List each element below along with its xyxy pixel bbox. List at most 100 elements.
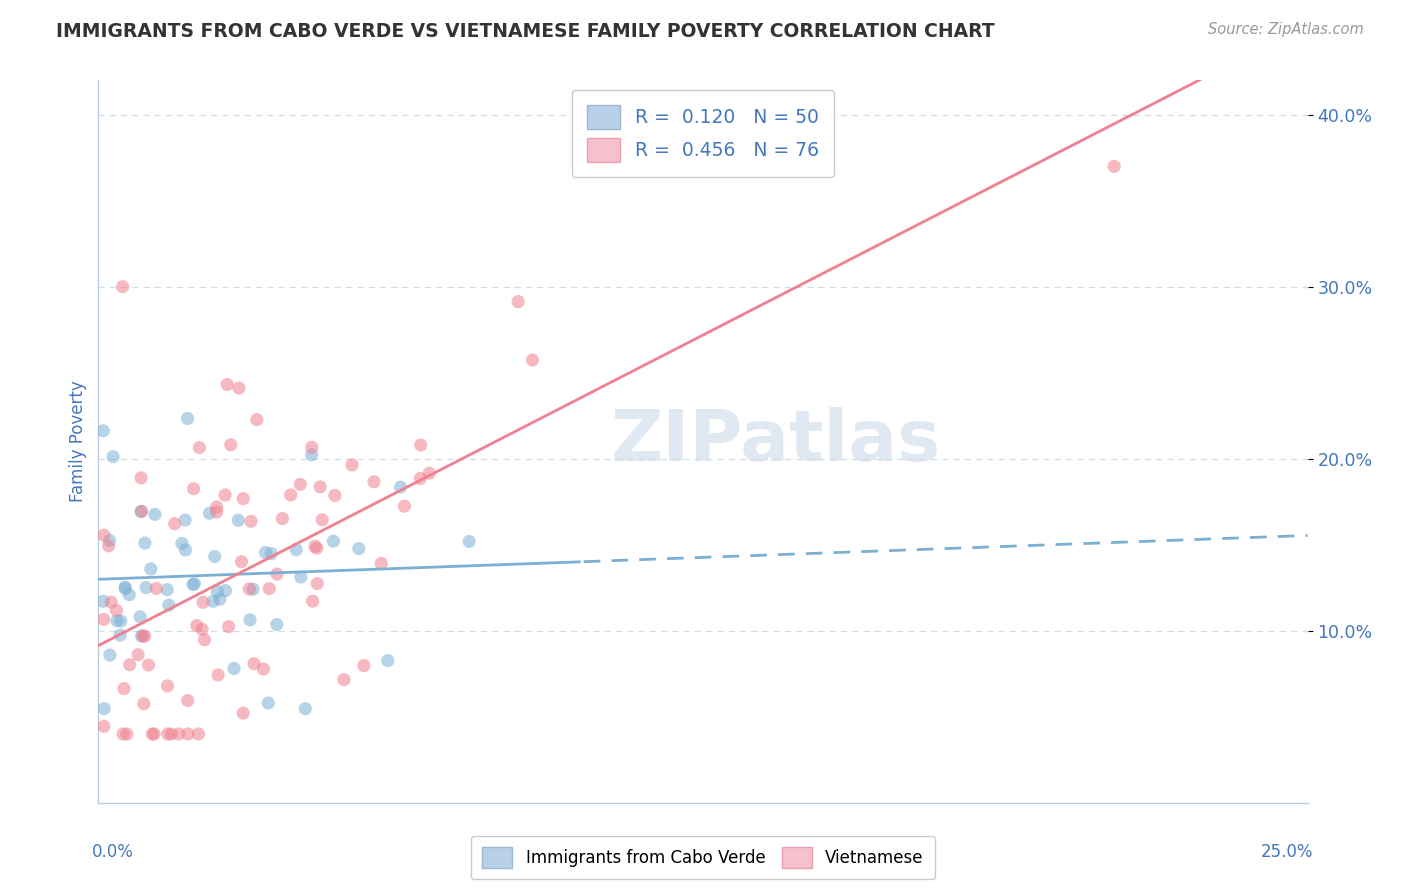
Point — [377, 654, 399, 668]
Point — [134, 536, 156, 550]
Point — [394, 499, 416, 513]
Point — [132, 629, 155, 643]
Point — [156, 679, 179, 693]
Text: 0.0%: 0.0% — [93, 843, 134, 861]
Point — [112, 727, 135, 741]
Point — [191, 622, 214, 636]
Point — [257, 696, 280, 710]
Point — [222, 661, 245, 675]
Point — [97, 539, 120, 553]
Point — [208, 592, 231, 607]
Point — [129, 505, 152, 519]
Point — [333, 673, 356, 687]
Point — [257, 582, 280, 596]
Point — [143, 508, 166, 522]
Point — [98, 648, 121, 662]
Point — [176, 411, 198, 425]
Point — [238, 582, 260, 596]
Point — [232, 491, 254, 506]
Point — [311, 513, 333, 527]
Point — [115, 727, 138, 741]
Point — [114, 582, 136, 596]
Point — [183, 482, 205, 496]
Point — [105, 603, 128, 617]
Point — [254, 545, 277, 559]
Text: IMMIGRANTS FROM CABO VERDE VS VIETNAMESE FAMILY POVERTY CORRELATION CHART: IMMIGRANTS FROM CABO VERDE VS VIETNAMESE… — [56, 22, 995, 41]
Point — [91, 424, 114, 438]
Legend: Immigrants from Cabo Verde, Vietnamese: Immigrants from Cabo Verde, Vietnamese — [471, 836, 935, 880]
Point — [93, 701, 115, 715]
Point — [177, 727, 200, 741]
Point — [132, 697, 155, 711]
Point — [508, 294, 530, 309]
Point — [143, 727, 166, 741]
Point — [131, 504, 153, 518]
Point — [183, 576, 205, 591]
Point — [129, 471, 152, 485]
Point — [187, 727, 209, 741]
Point — [93, 612, 115, 626]
Point — [266, 567, 288, 582]
Point — [260, 547, 283, 561]
Point — [239, 613, 262, 627]
Point — [188, 441, 211, 455]
Point — [271, 511, 294, 525]
Point — [301, 441, 323, 455]
Point — [118, 588, 141, 602]
Point — [204, 549, 226, 564]
Point — [205, 500, 228, 514]
Point — [186, 618, 208, 632]
Point — [232, 706, 254, 720]
Point — [138, 658, 160, 673]
Point — [290, 477, 312, 491]
Point — [409, 438, 432, 452]
Point — [156, 582, 179, 597]
Point — [176, 693, 198, 707]
Point — [157, 598, 180, 612]
Point — [340, 458, 363, 472]
Point — [409, 471, 432, 485]
Point — [363, 475, 385, 489]
Point — [522, 353, 544, 368]
Point — [118, 657, 141, 672]
Point — [174, 513, 197, 527]
Point — [280, 488, 302, 502]
Point — [131, 629, 153, 643]
Point — [91, 594, 114, 608]
Point — [301, 594, 323, 608]
Point — [114, 580, 136, 594]
Point — [156, 727, 179, 741]
Point — [207, 668, 229, 682]
Point — [129, 610, 152, 624]
Point — [290, 570, 312, 584]
Point — [243, 657, 266, 671]
Point — [135, 581, 157, 595]
Point — [458, 534, 481, 549]
Point — [294, 702, 316, 716]
Point — [93, 528, 115, 542]
Point — [301, 448, 323, 462]
Point — [205, 505, 228, 519]
Point — [240, 514, 263, 528]
Point — [170, 536, 193, 550]
Point — [217, 377, 239, 392]
Point — [191, 595, 214, 609]
Point — [141, 727, 163, 741]
Point — [418, 467, 440, 481]
Point — [1102, 159, 1125, 173]
Point — [228, 381, 250, 395]
Legend: R =  0.120   N = 50, R =  0.456   N = 76: R = 0.120 N = 50, R = 0.456 N = 76 — [572, 90, 834, 178]
Text: ZIPatlas: ZIPatlas — [610, 407, 941, 476]
Point — [370, 557, 392, 571]
Point — [111, 279, 134, 293]
Point — [323, 488, 346, 502]
Point — [93, 719, 115, 733]
Point — [347, 541, 370, 556]
Point — [242, 582, 264, 597]
Point — [134, 629, 156, 643]
Point — [304, 539, 326, 553]
Point — [163, 516, 186, 531]
Point — [105, 614, 128, 628]
Point — [307, 576, 329, 591]
Point — [207, 584, 229, 599]
